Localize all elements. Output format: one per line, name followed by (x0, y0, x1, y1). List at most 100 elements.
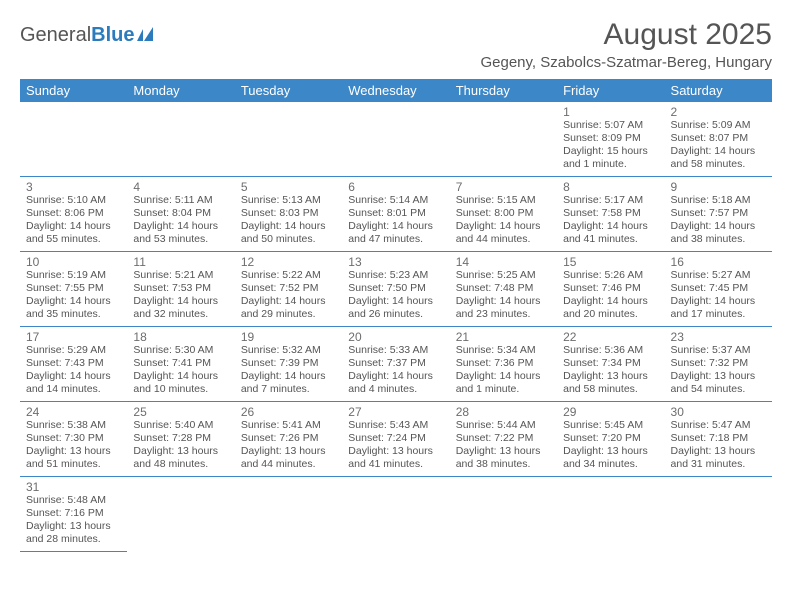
sunset-line: Sunset: 7:43 PM (26, 357, 123, 370)
daylight-line1: Daylight: 13 hours (671, 445, 768, 458)
day-info: Sunrise: 5:21 AMSunset: 7:53 PMDaylight:… (133, 269, 230, 322)
daylight-line2: and 10 minutes. (133, 383, 230, 396)
logo-text: GeneralBlue (20, 24, 135, 47)
sunset-line: Sunset: 7:36 PM (456, 357, 553, 370)
day-number: 5 (241, 180, 338, 194)
sunrise-line: Sunrise: 5:13 AM (241, 194, 338, 207)
daylight-line1: Daylight: 14 hours (348, 220, 445, 233)
daylight-line1: Daylight: 14 hours (241, 220, 338, 233)
sunset-line: Sunset: 7:45 PM (671, 282, 768, 295)
day-cell-3: 3Sunrise: 5:10 AMSunset: 8:06 PMDaylight… (20, 177, 127, 251)
sunrise-line: Sunrise: 5:09 AM (671, 119, 768, 132)
week-row: 10Sunrise: 5:19 AMSunset: 7:55 PMDayligh… (20, 252, 772, 327)
sunrise-line: Sunrise: 5:11 AM (133, 194, 230, 207)
day-number: 1 (563, 105, 660, 119)
daylight-line1: Daylight: 13 hours (133, 445, 230, 458)
daylight-line2: and 7 minutes. (241, 383, 338, 396)
daylight-line1: Daylight: 14 hours (26, 220, 123, 233)
day-info: Sunrise: 5:15 AMSunset: 8:00 PMDaylight:… (456, 194, 553, 247)
sunrise-line: Sunrise: 5:14 AM (348, 194, 445, 207)
day-number: 30 (671, 405, 768, 419)
flag-icon (137, 27, 161, 48)
day-number: 2 (671, 105, 768, 119)
sunrise-line: Sunrise: 5:40 AM (133, 419, 230, 432)
day-number: 22 (563, 330, 660, 344)
daylight-line2: and 47 minutes. (348, 233, 445, 246)
daylight-line1: Daylight: 14 hours (241, 370, 338, 383)
sunrise-line: Sunrise: 5:26 AM (563, 269, 660, 282)
day-info: Sunrise: 5:45 AMSunset: 7:20 PMDaylight:… (563, 419, 660, 472)
sunrise-line: Sunrise: 5:32 AM (241, 344, 338, 357)
day-cell-4: 4Sunrise: 5:11 AMSunset: 8:04 PMDaylight… (127, 177, 234, 251)
day-number: 23 (671, 330, 768, 344)
daylight-line2: and 31 minutes. (671, 458, 768, 471)
day-cell-2: 2Sunrise: 5:09 AMSunset: 8:07 PMDaylight… (665, 102, 772, 176)
weekday-monday: Monday (127, 79, 234, 102)
daylight-line2: and 20 minutes. (563, 308, 660, 321)
daylight-line1: Daylight: 13 hours (348, 445, 445, 458)
day-info: Sunrise: 5:37 AMSunset: 7:32 PMDaylight:… (671, 344, 768, 397)
daylight-line2: and 26 minutes. (348, 308, 445, 321)
sunset-line: Sunset: 7:26 PM (241, 432, 338, 445)
day-info: Sunrise: 5:07 AMSunset: 8:09 PMDaylight:… (563, 119, 660, 172)
sunset-line: Sunset: 7:39 PM (241, 357, 338, 370)
day-info: Sunrise: 5:34 AMSunset: 7:36 PMDaylight:… (456, 344, 553, 397)
sunrise-line: Sunrise: 5:36 AM (563, 344, 660, 357)
day-number: 28 (456, 405, 553, 419)
sunrise-line: Sunrise: 5:41 AM (241, 419, 338, 432)
day-number: 7 (456, 180, 553, 194)
day-info: Sunrise: 5:14 AMSunset: 8:01 PMDaylight:… (348, 194, 445, 247)
day-cell-11: 11Sunrise: 5:21 AMSunset: 7:53 PMDayligh… (127, 252, 234, 326)
daylight-line1: Daylight: 13 hours (26, 445, 123, 458)
day-cell-19: 19Sunrise: 5:32 AMSunset: 7:39 PMDayligh… (235, 327, 342, 401)
day-info: Sunrise: 5:13 AMSunset: 8:03 PMDaylight:… (241, 194, 338, 247)
sunrise-line: Sunrise: 5:33 AM (348, 344, 445, 357)
day-info: Sunrise: 5:38 AMSunset: 7:30 PMDaylight:… (26, 419, 123, 472)
day-cell-5: 5Sunrise: 5:13 AMSunset: 8:03 PMDaylight… (235, 177, 342, 251)
day-info: Sunrise: 5:43 AMSunset: 7:24 PMDaylight:… (348, 419, 445, 472)
sunrise-line: Sunrise: 5:10 AM (26, 194, 123, 207)
logo-word1: General (20, 24, 91, 46)
sunset-line: Sunset: 7:46 PM (563, 282, 660, 295)
day-info: Sunrise: 5:32 AMSunset: 7:39 PMDaylight:… (241, 344, 338, 397)
daylight-line2: and 55 minutes. (26, 233, 123, 246)
day-cell-25: 25Sunrise: 5:40 AMSunset: 7:28 PMDayligh… (127, 402, 234, 476)
daylight-line1: Daylight: 14 hours (348, 370, 445, 383)
day-cell-26: 26Sunrise: 5:41 AMSunset: 7:26 PMDayligh… (235, 402, 342, 476)
sunset-line: Sunset: 7:57 PM (671, 207, 768, 220)
daylight-line1: Daylight: 14 hours (456, 220, 553, 233)
day-number: 14 (456, 255, 553, 269)
daylight-line1: Daylight: 14 hours (133, 295, 230, 308)
day-number: 25 (133, 405, 230, 419)
day-cell-empty (450, 477, 557, 552)
sunset-line: Sunset: 7:53 PM (133, 282, 230, 295)
day-number: 11 (133, 255, 230, 269)
day-cell-23: 23Sunrise: 5:37 AMSunset: 7:32 PMDayligh… (665, 327, 772, 401)
logo: GeneralBlue (20, 24, 161, 47)
day-info: Sunrise: 5:17 AMSunset: 7:58 PMDaylight:… (563, 194, 660, 247)
weekday-friday: Friday (557, 79, 664, 102)
week-row: 3Sunrise: 5:10 AMSunset: 8:06 PMDaylight… (20, 177, 772, 252)
day-number: 8 (563, 180, 660, 194)
day-number: 17 (26, 330, 123, 344)
day-cell-8: 8Sunrise: 5:17 AMSunset: 7:58 PMDaylight… (557, 177, 664, 251)
sunset-line: Sunset: 7:30 PM (26, 432, 123, 445)
daylight-line1: Daylight: 14 hours (241, 295, 338, 308)
sunrise-line: Sunrise: 5:37 AM (671, 344, 768, 357)
daylight-line2: and 17 minutes. (671, 308, 768, 321)
day-cell-22: 22Sunrise: 5:36 AMSunset: 7:34 PMDayligh… (557, 327, 664, 401)
sunset-line: Sunset: 7:24 PM (348, 432, 445, 445)
day-cell-1: 1Sunrise: 5:07 AMSunset: 8:09 PMDaylight… (557, 102, 664, 176)
day-cell-18: 18Sunrise: 5:30 AMSunset: 7:41 PMDayligh… (127, 327, 234, 401)
daylight-line1: Daylight: 14 hours (348, 295, 445, 308)
day-cell-30: 30Sunrise: 5:47 AMSunset: 7:18 PMDayligh… (665, 402, 772, 476)
sunset-line: Sunset: 7:22 PM (456, 432, 553, 445)
day-number: 6 (348, 180, 445, 194)
day-number: 15 (563, 255, 660, 269)
day-cell-24: 24Sunrise: 5:38 AMSunset: 7:30 PMDayligh… (20, 402, 127, 476)
sunset-line: Sunset: 7:16 PM (26, 507, 123, 520)
week-row: 24Sunrise: 5:38 AMSunset: 7:30 PMDayligh… (20, 402, 772, 477)
day-info: Sunrise: 5:33 AMSunset: 7:37 PMDaylight:… (348, 344, 445, 397)
day-number: 27 (348, 405, 445, 419)
sunset-line: Sunset: 8:06 PM (26, 207, 123, 220)
